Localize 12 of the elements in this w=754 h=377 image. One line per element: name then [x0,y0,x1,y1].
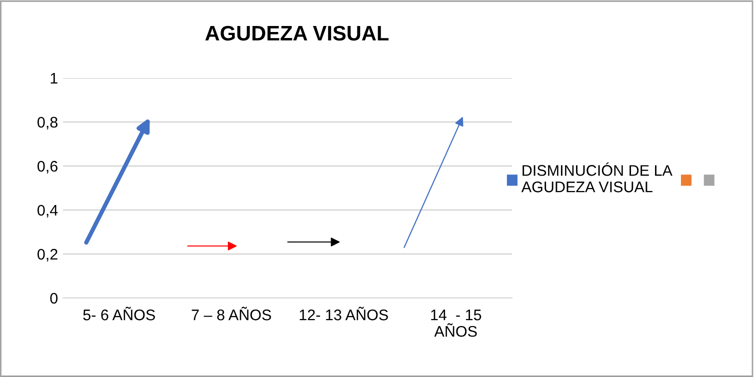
x-tick-label: 7 – 8 AÑOS [192,306,272,320]
y-tick-label: 0,8 [38,116,58,130]
legend-label: DISMINUCIÓN DE LA AGUDEZA VISUAL [521,162,672,192]
x-tick-label: 5- 6 AÑOS [83,306,155,320]
y-tick-label: 1 [50,73,58,84]
y-tick-label: 0,6 [38,160,58,174]
x-tick-label: 14 - 15 AÑOS [431,310,482,337]
y-tick-label: 0,4 [38,204,58,218]
chart-title: AGUDEZA VISUAL [205,26,389,41]
x-tick-label: 12- 13 AÑOS [300,306,388,320]
y-tick-label: 0,2 [38,248,58,262]
y-tick-label: 0 [50,292,58,304]
